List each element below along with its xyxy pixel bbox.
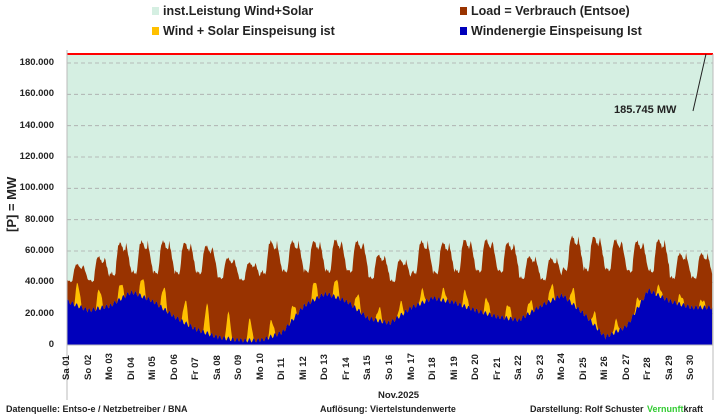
y-tick-label: 60.000 — [24, 245, 54, 256]
x-tick-label: So 23 — [534, 354, 546, 380]
x-tick-label: Mo 03 — [104, 353, 116, 380]
x-tick-label: Mo 10 — [254, 353, 266, 380]
y-tick-label: 100.000 — [19, 182, 54, 194]
x-tick-label: Mi 12 — [297, 356, 309, 380]
x-tick-label: Di 18 — [427, 357, 439, 380]
footer-resolution: Auflösung: Viertelstundenwerte — [320, 404, 456, 414]
x-tick-label: Sa 01 — [61, 355, 72, 380]
y-tick-label: 20.000 — [24, 307, 54, 319]
brand-green: Vernunft — [647, 404, 684, 414]
x-tick-label: Fr 14 — [340, 357, 352, 380]
x-tick-label: So 30 — [685, 354, 697, 380]
x-tick-label: So 09 — [233, 354, 245, 380]
legend-wind: Windenergie Einspeisung Ist — [460, 24, 642, 38]
brand-black: kraft — [683, 404, 704, 414]
x-axis-title: Nov.2025 — [378, 390, 420, 401]
footer-author: Darstellung: Rolf Schuster — [530, 404, 644, 414]
x-tick-label: So 16 — [384, 354, 395, 380]
x-tick-label: Mi 26 — [599, 356, 611, 380]
x-tick-label: Fr 07 — [190, 357, 202, 380]
x-tick-label: Mo 17 — [405, 353, 417, 380]
x-tick-label: Mi 05 — [147, 356, 159, 380]
legend-label-wind: Windenergie Einspeisung Ist — [471, 24, 642, 38]
y-tick-label: 40.000 — [24, 276, 54, 288]
x-tick-label: Sa 15 — [362, 355, 374, 380]
legend-label-installed: inst.Leistung Wind+Solar — [163, 4, 314, 18]
y-tick-label: 80.000 — [24, 213, 54, 225]
x-tick-label: Fr 28 — [642, 357, 654, 380]
x-tick-label: Mo 24 — [556, 353, 568, 380]
legend-swatch-installed — [152, 7, 159, 15]
legend-label-windsolar: Wind + Solar Einspeisung ist — [163, 24, 335, 38]
footer-source: Datenquelle: Entso-e / Netzbetreiber / B… — [6, 404, 188, 414]
legend-windsolar: Wind + Solar Einspeisung ist — [152, 24, 335, 38]
y-tick-label: 140.000 — [19, 119, 54, 131]
x-tick-label: Sa 22 — [513, 355, 525, 380]
x-tick-label: Di 25 — [577, 357, 589, 380]
y-tick-label: 180.000 — [19, 57, 54, 68]
legend-installed: inst.Leistung Wind+Solar — [152, 4, 313, 18]
x-tick-label: Do 13 — [319, 354, 331, 380]
legend-swatch-wind — [460, 27, 467, 35]
annotation-label: 185.745 MW — [614, 104, 677, 116]
footer-brand: Vernunftkraft — [647, 404, 703, 414]
x-tick-label: Di 11 — [276, 357, 288, 380]
annotation-leader-line — [692, 53, 707, 112]
x-tick-label: Do 27 — [620, 354, 632, 380]
x-tick-label: Di 04 — [125, 357, 137, 380]
x-tick-label: Do 06 — [168, 354, 180, 380]
legend-swatch-windsolar — [152, 27, 159, 35]
y-tick-label: 0 — [48, 339, 54, 350]
x-tick-label: Sa 08 — [211, 355, 223, 380]
x-tick-label: Fr 21 — [491, 357, 503, 380]
x-tick-label: Sa 29 — [663, 355, 675, 380]
y-tick-label: 160.000 — [19, 88, 54, 100]
x-tick-label: So 02 — [82, 354, 94, 380]
legend-load: Load = Verbrauch (Entsoe) — [460, 4, 630, 18]
y-tick-label: 120.000 — [19, 151, 54, 162]
x-tick-label: Do 20 — [470, 354, 482, 380]
x-tick-label: Mi 19 — [448, 356, 460, 380]
wind-series-area — [67, 288, 713, 345]
legend-swatch-load — [460, 7, 467, 15]
legend-label-load: Load = Verbrauch (Entsoe) — [471, 4, 630, 18]
